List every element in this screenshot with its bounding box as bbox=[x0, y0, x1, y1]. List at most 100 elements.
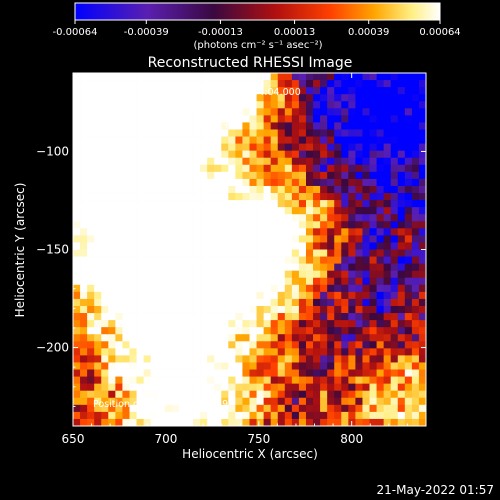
heatmap-cell bbox=[242, 355, 250, 363]
heatmap-cell bbox=[305, 411, 314, 420]
heatmap-cell bbox=[369, 136, 377, 144]
colorbar-tick-label: 0.00064 bbox=[419, 27, 460, 38]
heatmap-cell bbox=[418, 150, 427, 159]
heatmap-cell bbox=[101, 94, 109, 102]
heatmap-cell bbox=[108, 284, 116, 293]
heatmap-cell bbox=[200, 341, 208, 349]
heatmap-cell bbox=[115, 193, 123, 201]
heatmap-cell bbox=[348, 228, 356, 236]
heatmap-cell bbox=[256, 355, 265, 363]
heatmap-cell bbox=[320, 185, 328, 194]
heatmap-cell bbox=[390, 390, 399, 399]
heatmap-cell bbox=[228, 411, 236, 420]
heatmap-cell bbox=[164, 193, 173, 201]
heatmap-cell bbox=[143, 270, 152, 279]
heatmap-cell bbox=[277, 376, 286, 385]
heatmap-cell bbox=[193, 411, 201, 420]
heatmap-cell bbox=[235, 263, 243, 272]
heatmap-cell bbox=[178, 313, 187, 321]
heatmap-cell bbox=[115, 390, 123, 399]
heatmap-cell bbox=[320, 348, 328, 356]
heatmap-cell bbox=[193, 122, 201, 130]
heatmap-cell bbox=[404, 313, 413, 321]
heatmap-cell bbox=[157, 369, 166, 377]
heatmap-cell bbox=[390, 369, 399, 377]
heatmap-cell bbox=[270, 362, 279, 370]
heatmap-cell bbox=[298, 221, 307, 229]
heatmap-cell bbox=[185, 80, 194, 88]
heatmap-cell bbox=[221, 411, 229, 420]
heatmap-cell bbox=[73, 108, 81, 116]
heatmap-cell bbox=[355, 320, 363, 328]
heatmap-cell bbox=[207, 193, 215, 201]
heatmap-cell bbox=[341, 390, 349, 399]
heatmap-cell bbox=[334, 200, 342, 208]
heatmap-cell bbox=[214, 178, 222, 187]
heatmap-cell bbox=[122, 150, 130, 159]
heatmap-cell bbox=[397, 150, 406, 159]
heatmap-cell bbox=[136, 383, 144, 392]
heatmap-cell bbox=[87, 228, 95, 236]
heatmap-cell bbox=[242, 108, 250, 116]
heatmap-cell bbox=[418, 214, 427, 222]
heatmap-cell bbox=[94, 164, 102, 173]
heatmap-cell bbox=[164, 228, 173, 236]
heatmap-cell bbox=[150, 270, 159, 279]
heatmap-cell bbox=[129, 249, 137, 257]
heatmap-cell bbox=[355, 418, 363, 427]
heatmap-cell bbox=[284, 284, 293, 293]
heatmap-cell bbox=[221, 87, 229, 95]
heatmap-cell bbox=[397, 341, 406, 349]
heatmap-cell bbox=[313, 390, 321, 399]
heatmap-cell bbox=[305, 277, 314, 286]
heatmap-cell bbox=[404, 80, 413, 88]
heatmap-cell bbox=[383, 362, 392, 370]
heatmap-cell bbox=[228, 80, 236, 88]
heatmap-cell bbox=[249, 313, 257, 321]
heatmap-cell bbox=[341, 263, 349, 272]
heatmap-cell bbox=[143, 390, 152, 399]
heatmap-cell bbox=[404, 284, 413, 293]
heatmap-cell bbox=[122, 143, 130, 152]
heatmap-cell bbox=[355, 73, 363, 81]
heatmap-cell bbox=[305, 263, 314, 272]
heatmap-cell bbox=[334, 136, 342, 144]
heatmap-cell bbox=[143, 221, 152, 229]
heatmap-cell bbox=[383, 228, 392, 236]
heatmap-cell bbox=[249, 200, 257, 208]
heatmap-cell bbox=[418, 193, 427, 201]
heatmap-cell bbox=[369, 87, 377, 95]
heatmap-cell bbox=[164, 150, 173, 159]
heatmap-cell bbox=[369, 94, 377, 102]
heatmap-cell bbox=[214, 214, 222, 222]
heatmap-cell bbox=[362, 171, 370, 180]
heatmap-cell bbox=[341, 80, 349, 88]
heatmap-cell bbox=[270, 411, 279, 420]
heatmap-cell bbox=[115, 178, 123, 187]
heatmap-cell bbox=[305, 383, 314, 392]
heatmap-cell bbox=[390, 404, 399, 413]
heatmap-cell bbox=[157, 221, 166, 229]
heatmap-cell bbox=[80, 320, 88, 328]
heatmap-cell bbox=[178, 122, 187, 130]
heatmap-cell bbox=[171, 305, 180, 314]
heatmap-cell bbox=[207, 249, 215, 257]
heatmap-cell bbox=[249, 221, 257, 229]
heatmap-cell bbox=[101, 200, 109, 208]
heatmap-cell bbox=[397, 411, 406, 420]
heatmap-cell bbox=[249, 171, 257, 180]
heatmap-cell bbox=[87, 221, 95, 229]
heatmap-cell bbox=[157, 136, 166, 144]
heatmap-cell bbox=[348, 242, 356, 250]
heatmap-cell bbox=[355, 122, 363, 130]
heatmap-cell bbox=[348, 313, 356, 321]
heatmap-cell bbox=[249, 277, 257, 286]
heatmap-cell bbox=[277, 411, 286, 420]
heatmap-cell bbox=[73, 178, 81, 187]
heatmap-cell bbox=[129, 284, 137, 293]
heatmap-cell bbox=[334, 383, 342, 392]
heatmap-cell bbox=[404, 298, 413, 307]
heatmap-cell bbox=[369, 341, 377, 349]
heatmap-cell bbox=[94, 404, 102, 413]
heatmap-cell bbox=[207, 263, 215, 272]
